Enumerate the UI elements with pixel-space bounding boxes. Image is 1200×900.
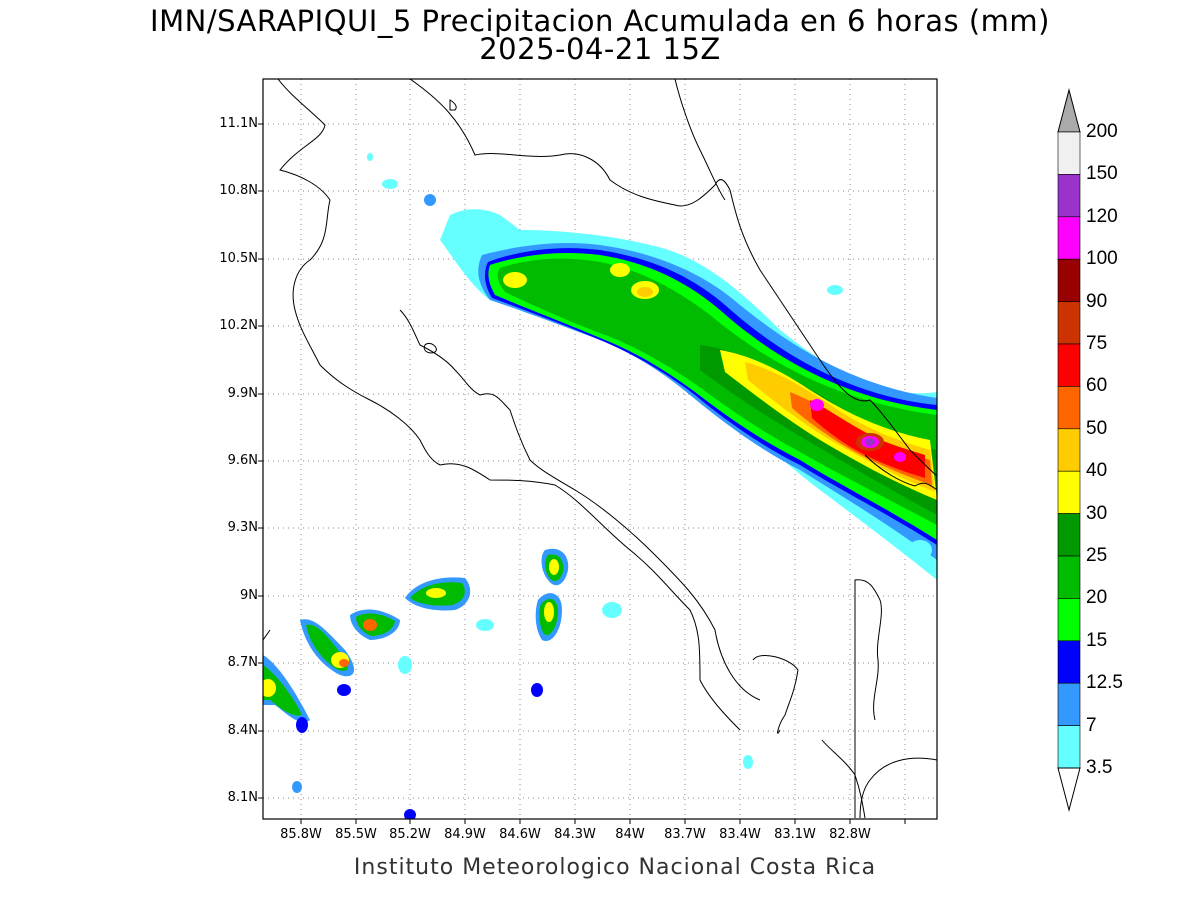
lat-label: 8.4N [227, 723, 258, 738]
colorbar-label: 150 [1086, 163, 1118, 185]
lon-label: 83.1W [774, 827, 816, 842]
lon-label: 85.5W [335, 827, 377, 842]
lat-label: 8.1N [227, 790, 258, 805]
colorbar-label: 60 [1086, 375, 1108, 397]
colorbar-swatch [1057, 725, 1081, 769]
colorbar-swatch [1057, 258, 1081, 302]
colorbar-swatch [1057, 470, 1081, 514]
colorbar-swatch [1057, 428, 1081, 472]
footer-credit: Instituto Meteorologico Nacional Costa R… [353, 855, 877, 880]
colorbar-label: 75 [1086, 333, 1108, 354]
plot-frame [262, 78, 938, 820]
colorbar-swatch [1057, 640, 1081, 684]
rain-band-caribbean [440, 209, 937, 580]
lat-label: 10.2N [219, 318, 258, 333]
colorbar-swatch [1057, 513, 1081, 557]
colorbar-swatch [1057, 555, 1081, 599]
colorbar-label: 30 [1086, 502, 1108, 524]
lat-label: 10.5N [219, 251, 258, 266]
lon-label: 84.6W [499, 827, 541, 842]
colorbar-label: 12.5 [1086, 672, 1123, 694]
coastlines [263, 79, 937, 819]
axis-ticks [258, 123, 906, 824]
map-date: 2025-04-21 15Z [479, 32, 721, 66]
lat-label: 9.6N [227, 453, 258, 468]
lon-label: 83.4W [719, 827, 761, 842]
lon-label: 84W [615, 827, 645, 842]
colorbar-label: 200 [1086, 121, 1118, 142]
colorbar-label: 3.5 [1086, 757, 1113, 778]
lon-label: 82.8W [829, 827, 871, 842]
colorbar-over-arrow [1057, 88, 1081, 133]
colorbar-label: 20 [1086, 587, 1108, 609]
lat-label: 9.9N [227, 386, 258, 401]
colorbar-label: 15 [1086, 629, 1108, 651]
colorbar-label: 25 [1086, 545, 1108, 566]
colorbar-label: 120 [1086, 205, 1118, 227]
lon-label: 85.8W [280, 827, 322, 842]
lat-label: 9N [240, 588, 258, 603]
lat-label: 9.3N [227, 520, 258, 535]
colorbar-swatch [1057, 386, 1081, 430]
colorbar-swatch [1057, 131, 1081, 175]
colorbar-swatch [1057, 598, 1081, 642]
lon-label: 84.9W [444, 827, 486, 842]
colorbar-label: 40 [1086, 460, 1108, 482]
colorbar-under-arrow [1057, 767, 1081, 812]
map-title: IMN/SARAPIQUI_5 Precipitacion Acumulada … [150, 4, 1050, 38]
colorbar-swatch [1057, 682, 1081, 726]
colorbar-swatch [1057, 301, 1081, 345]
colorbar-label: 7 [1086, 714, 1097, 736]
colorbar-label: 50 [1086, 417, 1108, 439]
colorbar-swatch [1057, 174, 1081, 218]
colorbar-label: 100 [1086, 248, 1118, 270]
colorbar-swatch [1057, 216, 1081, 260]
rain-cells-pacific [263, 153, 932, 819]
colorbar-swatch [1057, 343, 1081, 387]
lon-label: 84.3W [554, 827, 596, 842]
colorbar-label: 90 [1086, 290, 1108, 312]
lat-label: 10.8N [219, 183, 258, 198]
lon-label: 85.2W [389, 827, 431, 842]
lat-label: 8.7N [227, 655, 258, 670]
lon-label: 83.7W [664, 827, 706, 842]
colorbar [1057, 88, 1081, 812]
lat-label: 11.1N [219, 116, 258, 131]
